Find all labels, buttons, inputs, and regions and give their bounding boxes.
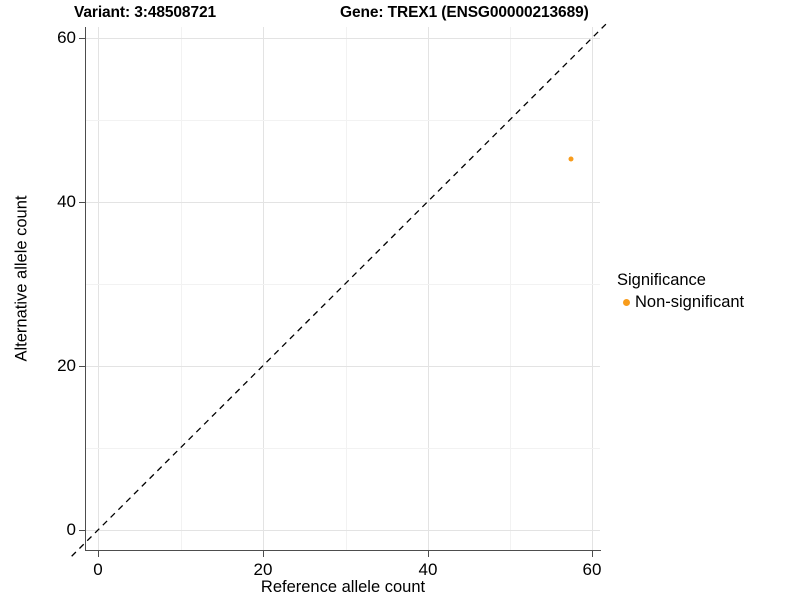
gridline-minor-x-50 (510, 27, 511, 550)
gridline-minor-y-30 (86, 284, 600, 285)
gridline-minor-x-30 (346, 27, 347, 550)
gridline-minor-y-50 (86, 120, 600, 121)
legend-entry[interactable]: Non-significant (617, 292, 797, 312)
y-tick-0 (79, 530, 85, 532)
gridline-major-x-20 (263, 27, 264, 550)
legend-entries: Non-significant (617, 292, 797, 312)
data-point[interactable] (568, 156, 574, 162)
y-axis-line (85, 27, 87, 551)
gridline-major-y-40 (86, 202, 600, 203)
gridline-minor-y-10 (86, 448, 600, 449)
x-tick-label-40: 40 (418, 560, 438, 579)
legend-dot-icon (617, 298, 635, 306)
gridline-major-x-0 (98, 27, 99, 550)
plot-panel (86, 27, 600, 550)
y-tick-60 (79, 38, 85, 40)
x-tick-label-60: 60 (582, 560, 602, 579)
gridline-major-y-20 (86, 366, 600, 367)
variant-title: Variant: 3:48508721 (74, 4, 217, 21)
legend-title: Significance (617, 271, 706, 289)
x-axis-line (85, 549, 601, 551)
plot-title-row: Variant: 3:48508721 Gene: TREX1 (ENSG000… (0, 4, 800, 26)
y-tick-label-0: 0 (66, 520, 76, 539)
y-tick-40 (79, 202, 85, 204)
x-tick-20 (263, 551, 265, 557)
y-tick-label-40: 40 (57, 192, 76, 211)
gridline-major-y-0 (86, 530, 600, 531)
y-axis-title: Alternative allele count (12, 195, 31, 362)
gridline-major-y-60 (86, 38, 600, 39)
x-tick-0 (98, 551, 100, 557)
y-tick-label-60: 60 (57, 28, 76, 47)
gridline-major-x-60 (592, 27, 593, 550)
x-tick-60 (592, 551, 594, 557)
y-tick-20 (79, 366, 85, 368)
legend: Significance Non-significant (617, 271, 797, 312)
x-tick-40 (428, 551, 430, 557)
gene-title: Gene: TREX1 (ENSG00000213689) (340, 4, 589, 21)
x-tick-label-20: 20 (253, 560, 273, 579)
gridline-major-x-40 (428, 27, 429, 550)
legend-entry-label: Non-significant (635, 292, 745, 311)
gridline-minor-x-10 (181, 27, 182, 550)
x-axis-title: Reference allele count (260, 578, 426, 596)
x-tick-label-0: 0 (93, 560, 103, 579)
y-tick-label-20: 20 (57, 356, 76, 375)
